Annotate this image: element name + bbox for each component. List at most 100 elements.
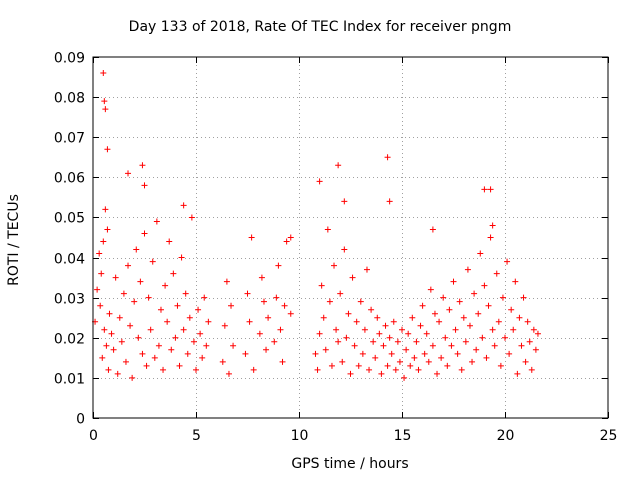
data-point (190, 338, 197, 345)
data-point (120, 290, 127, 297)
data-point (335, 162, 342, 169)
data-point (510, 326, 517, 333)
data-point (403, 346, 410, 353)
data-points (92, 70, 541, 381)
data-point (524, 318, 531, 325)
data-point (370, 338, 377, 345)
data-point (407, 362, 414, 369)
data-point (94, 286, 101, 293)
data-point (516, 314, 523, 321)
data-point (450, 278, 457, 285)
data-point (178, 254, 185, 261)
data-point (374, 314, 381, 321)
data-point (133, 246, 140, 253)
data-point (186, 314, 193, 321)
data-point (170, 270, 177, 277)
data-point (205, 318, 212, 325)
data-point (376, 330, 383, 337)
data-point (273, 294, 280, 301)
data-point (129, 374, 136, 381)
data-point (508, 306, 515, 313)
data-point (382, 322, 389, 329)
data-point (399, 326, 405, 333)
data-point (149, 258, 156, 265)
data-point (188, 214, 195, 221)
data-point (337, 290, 344, 297)
data-point (489, 222, 496, 229)
data-point (452, 326, 459, 333)
data-point (333, 326, 340, 333)
data-point (102, 106, 109, 113)
data-point (99, 354, 106, 361)
data-point (469, 358, 476, 365)
y-tick-label: 0.09 (54, 51, 85, 67)
data-point (530, 326, 537, 333)
data-point (438, 354, 445, 361)
data-point (125, 262, 132, 269)
data-point (143, 362, 150, 369)
data-point (324, 226, 331, 233)
data-point (405, 330, 412, 337)
data-point (419, 302, 426, 309)
data-point (141, 182, 148, 189)
data-point (242, 350, 249, 357)
data-point (522, 358, 529, 365)
data-point (499, 294, 506, 301)
x-tick-label: 0 (89, 428, 98, 444)
x-tick-label: 5 (192, 428, 201, 444)
data-point (495, 318, 502, 325)
data-point (172, 334, 179, 341)
data-point (139, 350, 146, 357)
x-tick-label: 20 (497, 428, 515, 444)
y-tick-label: 0.03 (54, 292, 85, 308)
data-point (481, 282, 488, 289)
data-point (168, 346, 175, 353)
data-point (180, 202, 187, 209)
data-point (526, 338, 533, 345)
data-point (357, 298, 364, 305)
data-point (444, 362, 451, 369)
data-point (97, 302, 104, 309)
data-point (180, 326, 187, 333)
data-point (101, 326, 108, 333)
data-point (182, 290, 189, 297)
data-point (100, 238, 107, 245)
data-point (221, 322, 228, 329)
data-point (331, 262, 338, 269)
data-point (532, 346, 539, 353)
data-point (102, 206, 109, 213)
data-point (250, 366, 257, 373)
data-point (392, 366, 399, 373)
data-point (464, 266, 471, 273)
y-tick-label: 0.02 (54, 332, 85, 348)
data-point (347, 370, 354, 377)
data-point (184, 350, 191, 357)
data-point (378, 370, 385, 377)
data-point (151, 354, 158, 361)
data-point (339, 358, 346, 365)
data-point (197, 330, 204, 337)
data-point (343, 334, 350, 341)
data-point (145, 294, 152, 301)
grid-lines (93, 57, 608, 418)
y-tick-label: 0.04 (54, 252, 85, 268)
data-point (314, 366, 321, 373)
y-tick-label: 0 (76, 412, 85, 428)
data-point (100, 70, 107, 77)
data-point (228, 302, 235, 309)
data-point (462, 338, 469, 345)
data-point (114, 370, 121, 377)
data-point (345, 310, 352, 317)
data-point (135, 334, 142, 341)
data-point (139, 162, 146, 169)
data-point (122, 358, 129, 365)
data-point (322, 346, 329, 353)
data-point (335, 338, 342, 345)
x-tick-label: 25 (600, 428, 618, 444)
data-point (473, 346, 480, 353)
data-point (112, 274, 119, 281)
data-point (258, 274, 265, 281)
data-point (390, 318, 397, 325)
data-point (396, 358, 403, 365)
data-point (223, 278, 230, 285)
